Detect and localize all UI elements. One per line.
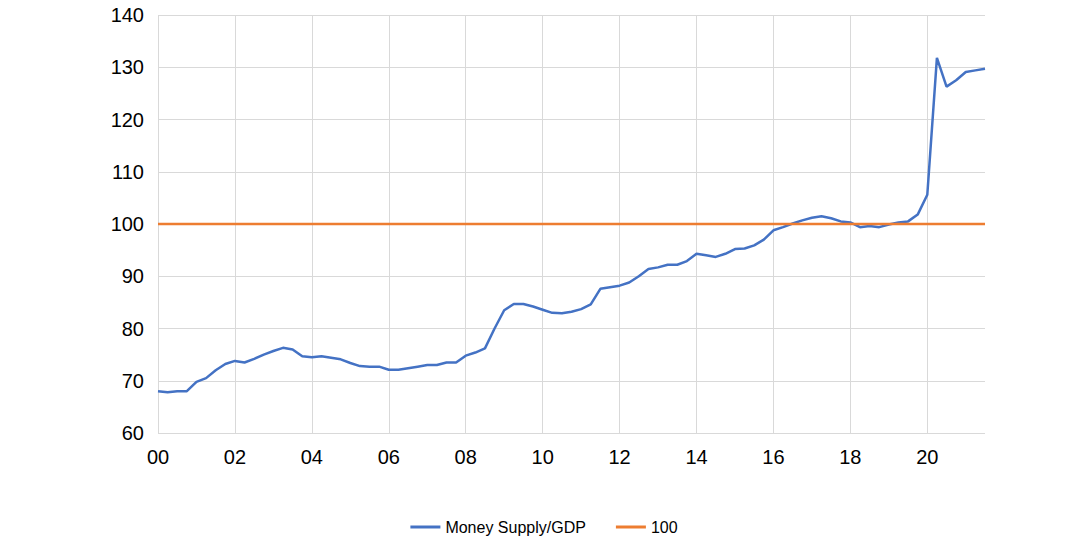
- svg-text:04: 04: [301, 446, 323, 468]
- svg-text:60: 60: [122, 422, 144, 444]
- svg-text:140: 140: [111, 4, 144, 26]
- svg-text:12: 12: [608, 446, 630, 468]
- svg-text:130: 130: [111, 56, 144, 78]
- svg-text:80: 80: [122, 318, 144, 340]
- svg-text:06: 06: [378, 446, 400, 468]
- svg-text:02: 02: [224, 446, 246, 468]
- svg-text:10: 10: [532, 446, 554, 468]
- svg-text:18: 18: [839, 446, 861, 468]
- svg-text:120: 120: [111, 109, 144, 131]
- svg-text:00: 00: [147, 446, 169, 468]
- svg-text:110: 110: [112, 161, 144, 183]
- svg-text:14: 14: [685, 446, 707, 468]
- svg-text:08: 08: [455, 446, 477, 468]
- svg-text:100: 100: [651, 519, 678, 536]
- svg-text:20: 20: [916, 446, 938, 468]
- svg-text:70: 70: [122, 370, 144, 392]
- svg-text:16: 16: [762, 446, 784, 468]
- svg-text:100: 100: [111, 213, 144, 235]
- svg-text:90: 90: [122, 265, 144, 287]
- svg-text:Money Supply/GDP: Money Supply/GDP: [445, 519, 586, 536]
